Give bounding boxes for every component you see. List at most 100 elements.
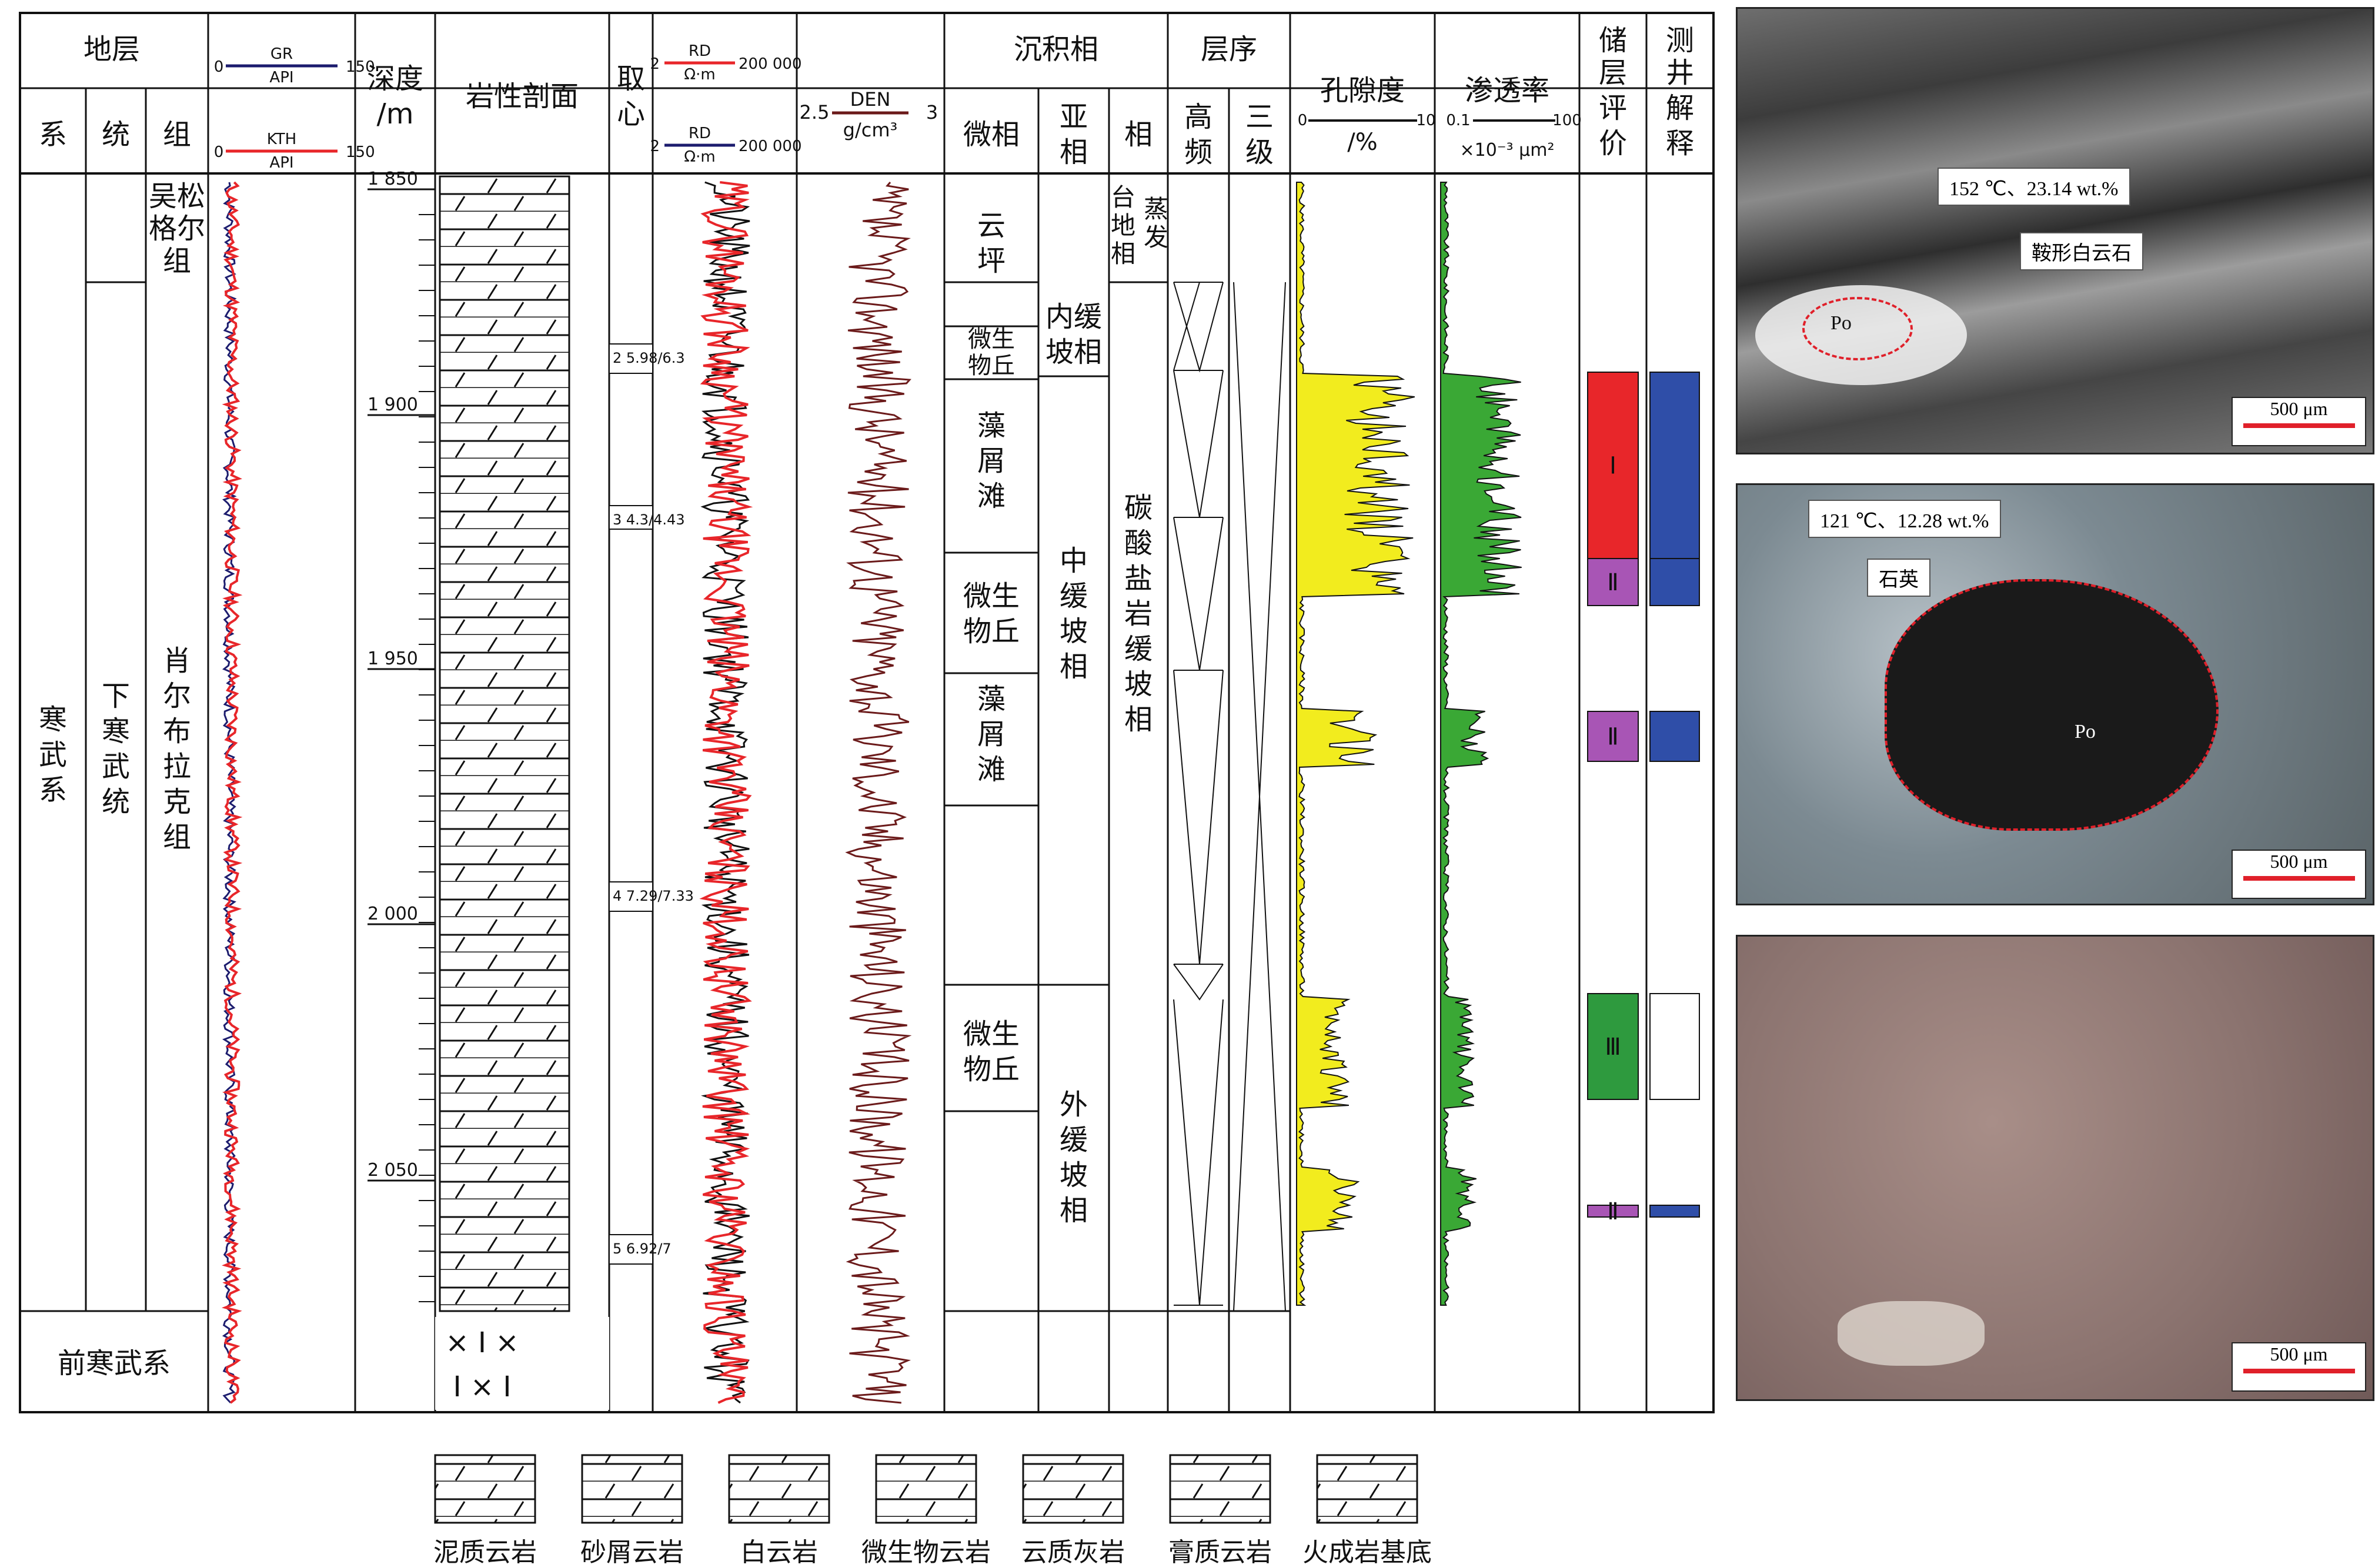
kth-min: 0 [214,143,224,161]
header-perm: 渗透率 [1465,74,1549,107]
column-separators [85,13,1648,1412]
well-log-chart: 地层 系 统 组 深度 /m 岩性剖面 取 心 沉积相 微相 亚 相 相 层序 … [19,12,1715,1567]
core-label: 5 6.92/7 [613,1241,672,1257]
rd2-unit: Ω·m [684,148,715,166]
header-eval-3: 评 [1599,92,1627,125]
p2-label: 石英 [1867,559,1930,597]
legend-label: 泥质云岩 [433,1537,537,1567]
rd2-max: 200 000 [739,138,802,155]
legend-swatch [434,1454,536,1524]
photomicrograph-2: Po 121 ℃、12.28 wt.% 石英 500 μm [1736,483,2374,905]
p1-po: Po [1830,312,1852,334]
depth-tick-label: 2 050 [368,1160,418,1181]
interp-block [1649,1205,1700,1218]
mf-6: 微生物丘 [963,1018,1020,1086]
header-core-1: 取 [617,62,645,95]
header-l3-2: 级 [1245,136,1274,169]
p1-note: 152 ℃、23.14 wt.% [1938,168,2130,206]
photomicrograph-3: 500 μm [1736,935,2374,1401]
header-facies: 沉积相 [1014,33,1098,66]
den-label: DEN [850,88,891,111]
header-interp-3: 解 [1666,92,1694,125]
sequence-pattern [1173,282,1286,1312]
p2-scale-text: 500 μm [2270,851,2328,872]
p1-scale-text: 500 μm [2270,398,2328,419]
header-core-2: 心 [617,98,645,131]
lithology-column: × I × I × I [435,175,609,1410]
header-eval-2: 层 [1599,56,1627,89]
eval-block [1587,993,1639,1100]
log-curves [221,181,1522,1404]
header-xi: 系 [39,118,67,151]
header-subfacies-2: 相 [1060,136,1088,169]
strat-series: 下寒武统 [102,680,130,818]
subfacies-labels: 内缓坡相 中缓坡相 外缓坡相 [1045,300,1102,1227]
header-interp-4: 释 [1666,127,1694,160]
legend-label: 白云岩 [740,1537,818,1567]
mf-2: 微生物丘 [968,326,1015,379]
kth-unit: API [269,154,293,172]
legend-swatch [875,1454,977,1524]
sf-3: 外缓坡相 [1060,1088,1088,1227]
p2-po: Po [2064,717,2106,747]
rd1-min: 2 [650,55,660,73]
gr-max: 150 [346,58,375,76]
p3-scale: 500 μm [2232,1342,2366,1392]
interp-block [1649,372,1700,559]
den-min: 2.5 [800,101,830,123]
core-label: 2 5.98/6.3 [613,350,685,366]
header-tong: 统 [102,118,130,151]
legend-swatch [1316,1454,1418,1524]
eval-label: Ⅱ [1607,569,1619,596]
core-label: 4 7.29/7.33 [613,888,694,904]
legend-swatch [1169,1454,1271,1524]
strat-form-lower: 肖尔布拉克组 [163,644,191,854]
interp-block [1649,558,1700,606]
strat-texts: 寒武系 下寒武统 吴松格尔组 肖尔布拉克组 前寒武系 [39,180,205,1380]
interp-block [1649,711,1700,762]
header-porosity: 孔隙度 [1320,74,1405,107]
header-sequence: 层序 [1201,33,1257,66]
p2-note: 121 ℃、12.28 wt.% [1808,500,2001,538]
header-l3-1: 三 [1245,101,1274,133]
po-mass [1885,579,2219,831]
rd1-label: RD [689,42,711,60]
eval-label: Ⅰ [1609,453,1616,480]
core-box [609,881,653,912]
photomicrograph-1: Po 152 ℃、23.14 wt.% 鞍形白云石 500 μm [1736,7,2374,454]
eval-label: Ⅲ [1605,1034,1621,1061]
legend-swatch [728,1454,830,1524]
rd2-min: 2 [650,138,660,155]
den-max: 3 [926,101,938,123]
header-depth-1: 深度 [367,62,423,95]
legend-label: 火成岩基底 [1302,1537,1432,1567]
header-lithology: 岩性剖面 [466,80,579,113]
header-stratum: 地层 [83,33,140,66]
facies-boundaries [944,281,1290,1312]
depth-tick-label: 1 900 [368,394,418,415]
eval-block [1587,558,1639,606]
header-hf-2: 频 [1184,136,1212,169]
p2-scale: 500 μm [2232,850,2366,899]
eval-block [1587,1205,1639,1218]
mf-3: 藻屑滩 [977,409,1006,513]
eval-block [1587,711,1639,762]
svg-text:I × I: I × I [453,1370,511,1403]
strat-system: 寒武系 [39,703,67,807]
gr-label: GR [270,45,293,63]
reservoir-eval: Ⅰ Ⅱ Ⅱ Ⅲ Ⅱ [1587,372,1700,1225]
p3-scale-text: 500 μm [2270,1343,2328,1365]
mf-5: 藻屑滩 [977,683,1006,786]
kth-max: 150 [346,143,375,161]
header-text: 地层 系 统 组 深度 /m 岩性剖面 取 心 沉积相 微相 亚 相 相 层序 … [39,24,1694,169]
legend-swatch [1022,1454,1124,1524]
gr-unit: API [269,69,293,86]
gr-min: 0 [214,58,224,76]
legend-label: 微生物云岩 [861,1537,991,1567]
legend-label: 云质灰岩 [1021,1537,1125,1567]
svg-text:蒸发: 蒸发 [1144,195,1168,252]
svg-text:× I ×: × I × [445,1326,519,1359]
mf-1: 云坪 [977,209,1006,278]
strat-form-upper: 吴松格尔组 [149,180,205,278]
interp-block [1649,993,1700,1100]
